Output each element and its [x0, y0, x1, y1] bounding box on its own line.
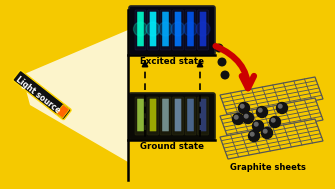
- FancyBboxPatch shape: [198, 97, 208, 135]
- Circle shape: [253, 121, 264, 132]
- Text: Light source: Light source: [14, 75, 62, 115]
- FancyBboxPatch shape: [150, 99, 156, 131]
- Circle shape: [239, 102, 250, 114]
- FancyBboxPatch shape: [200, 99, 206, 131]
- Circle shape: [254, 122, 258, 126]
- FancyBboxPatch shape: [147, 97, 158, 135]
- FancyBboxPatch shape: [185, 97, 196, 135]
- Circle shape: [278, 104, 282, 108]
- Circle shape: [249, 130, 260, 142]
- Circle shape: [241, 104, 244, 108]
- FancyBboxPatch shape: [173, 10, 184, 50]
- FancyBboxPatch shape: [137, 99, 144, 131]
- FancyBboxPatch shape: [150, 12, 156, 46]
- Circle shape: [276, 102, 287, 114]
- FancyBboxPatch shape: [185, 10, 196, 50]
- FancyBboxPatch shape: [57, 105, 69, 118]
- FancyBboxPatch shape: [160, 97, 171, 135]
- Circle shape: [269, 116, 280, 128]
- FancyBboxPatch shape: [13, 70, 71, 120]
- Text: Excited state: Excited state: [140, 57, 204, 66]
- Circle shape: [257, 106, 268, 118]
- Circle shape: [158, 22, 173, 36]
- Circle shape: [250, 132, 254, 136]
- FancyBboxPatch shape: [175, 12, 181, 46]
- FancyBboxPatch shape: [135, 97, 146, 135]
- Circle shape: [263, 129, 267, 133]
- Circle shape: [184, 22, 198, 36]
- FancyBboxPatch shape: [200, 12, 206, 46]
- Circle shape: [134, 22, 147, 36]
- FancyBboxPatch shape: [187, 99, 194, 131]
- Polygon shape: [220, 77, 323, 117]
- Text: Graphite sheets: Graphite sheets: [230, 163, 306, 172]
- FancyBboxPatch shape: [137, 12, 144, 46]
- Circle shape: [271, 118, 275, 122]
- FancyBboxPatch shape: [162, 99, 169, 131]
- Circle shape: [232, 114, 244, 125]
- FancyBboxPatch shape: [160, 10, 171, 50]
- Circle shape: [196, 22, 210, 36]
- Circle shape: [245, 114, 248, 118]
- FancyBboxPatch shape: [198, 10, 208, 50]
- FancyBboxPatch shape: [173, 97, 184, 135]
- Polygon shape: [22, 30, 128, 162]
- Polygon shape: [220, 119, 323, 159]
- FancyArrowPatch shape: [215, 46, 254, 88]
- FancyBboxPatch shape: [175, 99, 181, 131]
- FancyBboxPatch shape: [129, 93, 215, 140]
- Circle shape: [146, 22, 160, 36]
- FancyBboxPatch shape: [135, 10, 146, 50]
- Circle shape: [262, 128, 272, 139]
- Circle shape: [215, 44, 223, 52]
- FancyBboxPatch shape: [147, 10, 158, 50]
- FancyBboxPatch shape: [162, 12, 169, 46]
- Circle shape: [221, 71, 229, 79]
- Polygon shape: [220, 98, 323, 138]
- Circle shape: [234, 115, 238, 119]
- Circle shape: [218, 58, 226, 66]
- Circle shape: [258, 108, 262, 112]
- FancyBboxPatch shape: [187, 12, 194, 46]
- Text: Ground state: Ground state: [140, 142, 204, 151]
- FancyBboxPatch shape: [129, 6, 215, 55]
- Circle shape: [171, 22, 185, 36]
- Circle shape: [243, 112, 254, 123]
